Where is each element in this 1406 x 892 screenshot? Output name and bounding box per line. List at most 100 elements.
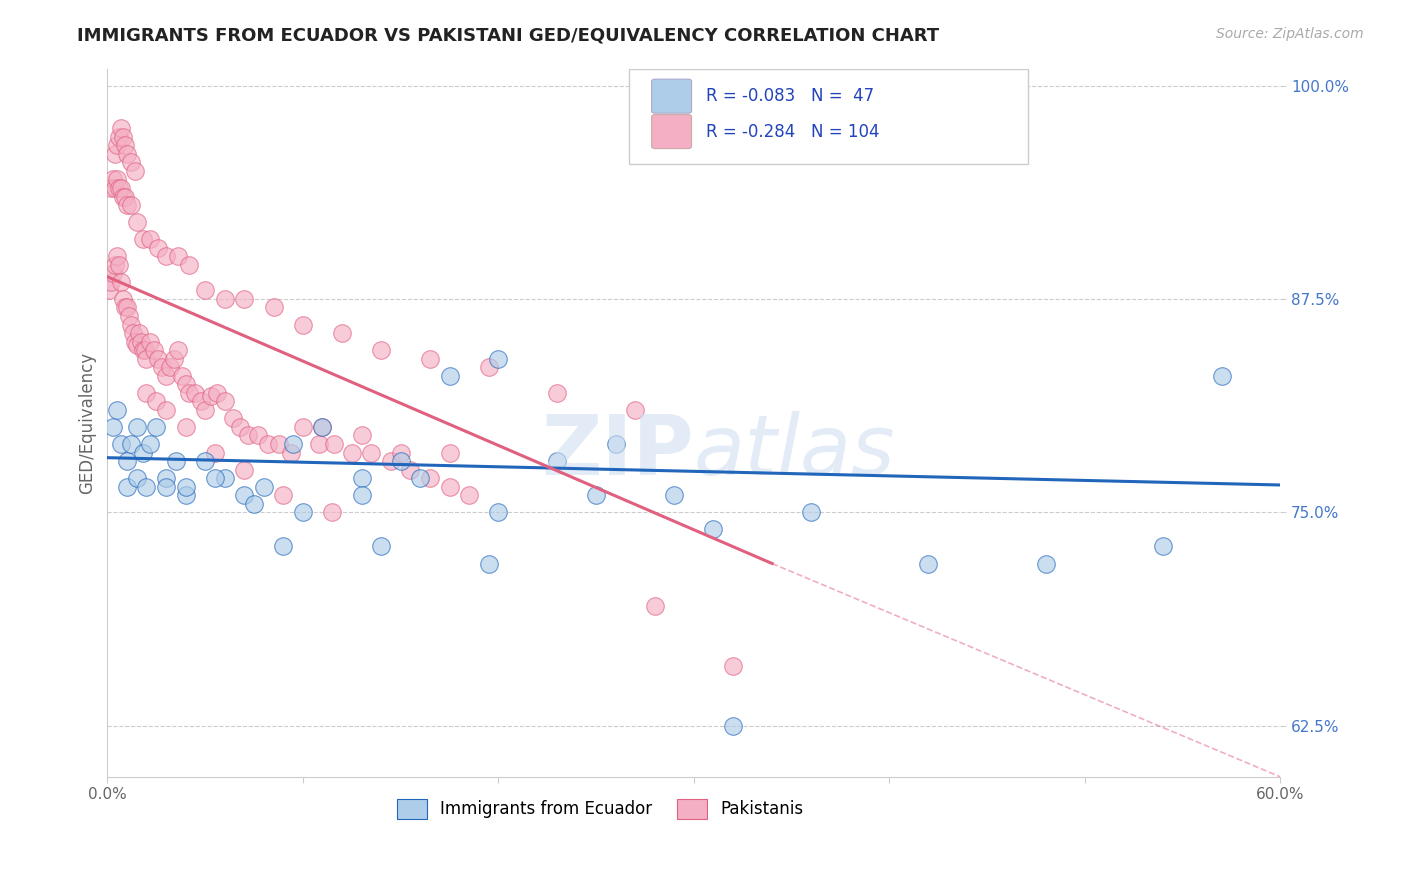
Point [104,258,127,272]
Point [174,480,197,494]
Point [166,343,188,358]
Text: R = -0.083   N =  47: R = -0.083 N = 47 [706,87,873,105]
Point [256,437,278,451]
Point [702,522,724,536]
Point [419,351,441,366]
Point [110,121,132,136]
Point [205,385,228,400]
Point [478,360,501,375]
Point [323,437,346,451]
Point [111,292,134,306]
Point [165,454,187,468]
Point [115,198,138,212]
Point [308,437,330,451]
Point [273,540,295,554]
Point [120,198,142,212]
FancyBboxPatch shape [651,79,692,113]
Point [111,189,134,203]
Text: IMMIGRANTS FROM ECUADOR VS PAKISTANI GED/EQUIVALENCY CORRELATION CHART: IMMIGRANTS FROM ECUADOR VS PAKISTANI GED… [77,27,939,45]
Legend: Immigrants from Ecuador, Pakistanis: Immigrants from Ecuador, Pakistanis [389,793,810,825]
Point [350,488,373,502]
Point [125,420,148,434]
Point [139,232,162,246]
Point [131,445,153,459]
Point [110,181,132,195]
Point [155,249,177,263]
Point [125,338,148,352]
Point [214,394,236,409]
Point [179,385,201,400]
Point [143,343,166,358]
Point [370,540,392,554]
Text: ZIP: ZIP [541,410,695,491]
Point [139,437,162,451]
Point [204,445,226,459]
Y-axis label: GED/Equivalency: GED/Equivalency [79,351,96,494]
Point [114,138,136,153]
Point [184,385,207,400]
Point [104,146,127,161]
Point [546,454,568,468]
Point [139,334,162,349]
Point [190,394,212,409]
Point [108,129,131,144]
Point [291,318,314,332]
Point [135,351,157,366]
Point [800,505,823,519]
Point [486,351,509,366]
Point [170,368,193,383]
Point [233,292,256,306]
Point [120,318,142,332]
Point [214,292,236,306]
Point [103,172,125,186]
Text: Source: ZipAtlas.com: Source: ZipAtlas.com [1216,27,1364,41]
Point [105,249,128,263]
Text: atlas: atlas [695,410,896,491]
Point [350,471,373,485]
Point [98,284,121,298]
Point [159,360,181,375]
Point [194,284,217,298]
Point [664,488,686,502]
Point [110,275,132,289]
Point [370,343,392,358]
Point [273,488,295,502]
Point [115,146,138,161]
Point [624,403,647,417]
Point [458,488,481,502]
Point [114,301,136,315]
Point [281,437,304,451]
Point [125,471,148,485]
Point [1035,557,1057,571]
Text: R = -0.284   N = 104: R = -0.284 N = 104 [706,122,879,141]
Point [104,181,127,195]
Point [125,215,148,229]
Point [280,445,302,459]
Point [486,505,509,519]
Point [135,480,157,494]
Point [389,454,412,468]
Point [419,471,441,485]
Point [439,445,461,459]
Point [236,428,259,442]
Point [134,343,156,358]
Point [108,181,131,195]
Point [243,497,266,511]
Point [340,445,363,459]
Point [145,394,167,409]
Point [174,420,197,434]
Point [166,249,188,263]
Point [721,719,744,733]
Point [360,445,382,459]
Point [105,403,128,417]
Point [155,471,177,485]
Point [917,557,939,571]
Point [103,420,125,434]
Point [233,462,256,476]
Point [439,480,461,494]
Point [605,437,627,451]
Point [389,445,412,459]
Point [321,505,343,519]
Point [131,232,153,246]
Point [118,309,141,323]
